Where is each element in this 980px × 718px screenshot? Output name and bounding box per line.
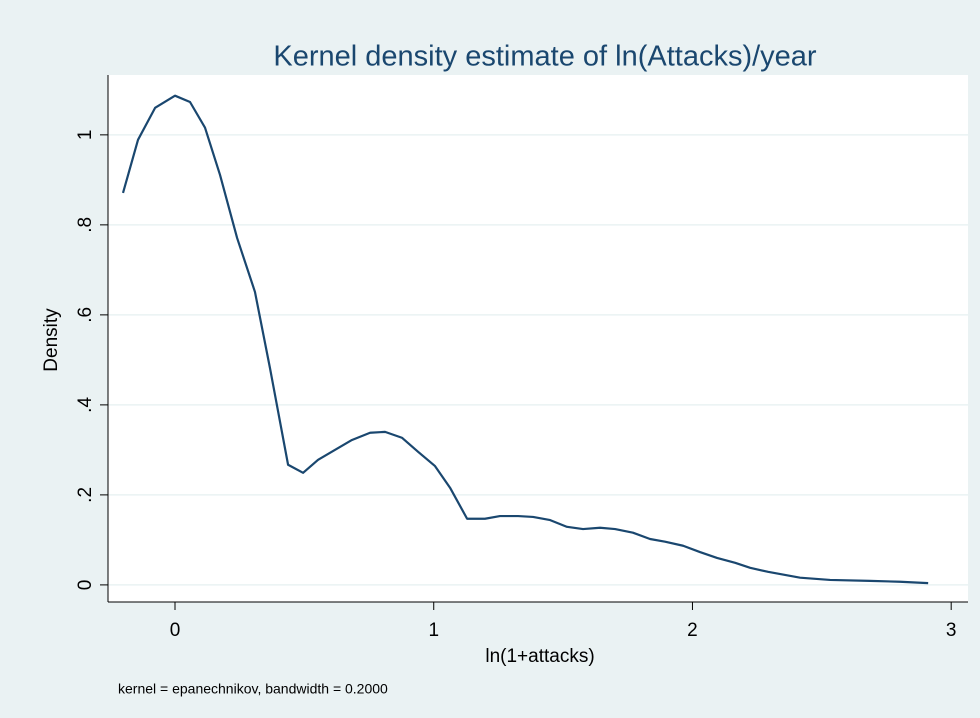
x-axis-label: ln(1+attacks)	[485, 646, 594, 667]
plot-area	[108, 75, 968, 602]
y-tick-label: .8	[75, 217, 96, 233]
x-tick-label: 1	[428, 620, 439, 641]
note: kernel = epanechnikov, bandwidth = 0.200…	[118, 681, 388, 697]
y-tick-label: .6	[75, 307, 96, 323]
x-tick-label: 2	[687, 620, 698, 641]
y-axis-label: Density	[41, 308, 62, 372]
x-tick-label: 3	[946, 620, 957, 641]
y-tick-label: .2	[75, 487, 96, 503]
y-tick-label: .4	[75, 397, 96, 413]
y-tick-label: 0	[75, 580, 96, 591]
density-line	[121, 94, 929, 585]
y-tick-label: 1	[75, 130, 96, 141]
x-tick-label: 0	[170, 620, 181, 641]
chart-title: Kernel density estimate of ln(Attacks)/y…	[273, 41, 817, 73]
